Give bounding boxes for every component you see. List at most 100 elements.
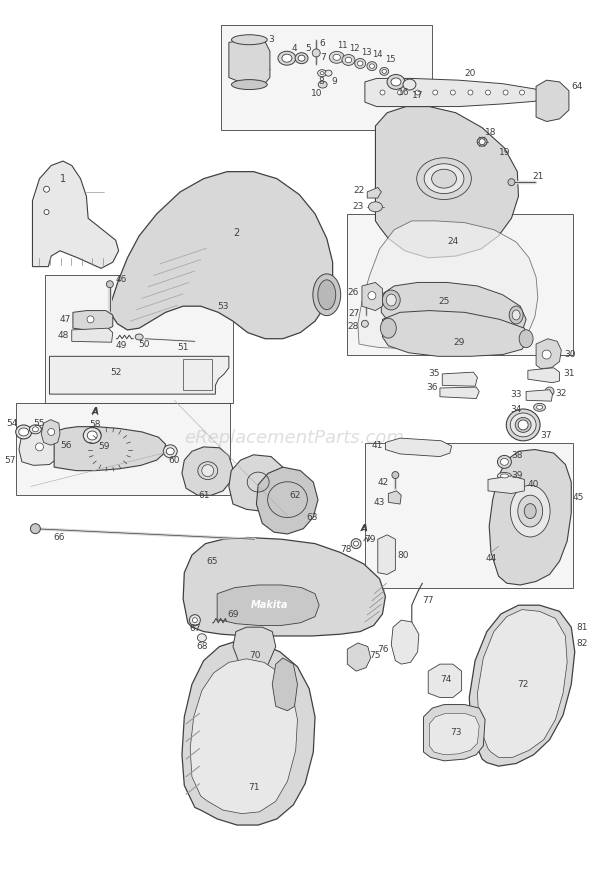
Text: 44: 44 bbox=[486, 554, 497, 563]
Circle shape bbox=[362, 320, 368, 327]
Polygon shape bbox=[442, 373, 477, 386]
Circle shape bbox=[106, 281, 113, 288]
Text: 16: 16 bbox=[398, 88, 409, 97]
Polygon shape bbox=[388, 491, 401, 504]
Circle shape bbox=[479, 139, 485, 145]
Circle shape bbox=[44, 186, 50, 192]
Polygon shape bbox=[233, 627, 276, 671]
Polygon shape bbox=[32, 161, 119, 268]
Text: 45: 45 bbox=[573, 493, 584, 502]
Ellipse shape bbox=[367, 62, 377, 71]
Text: 3: 3 bbox=[268, 35, 274, 44]
Polygon shape bbox=[183, 537, 385, 636]
Text: 56: 56 bbox=[60, 441, 71, 450]
Polygon shape bbox=[526, 389, 552, 401]
Text: 52: 52 bbox=[110, 367, 122, 377]
Ellipse shape bbox=[320, 72, 324, 74]
Text: 38: 38 bbox=[512, 451, 523, 460]
Text: 11: 11 bbox=[337, 42, 348, 50]
Polygon shape bbox=[477, 610, 567, 758]
Ellipse shape bbox=[424, 164, 464, 194]
Circle shape bbox=[44, 210, 49, 214]
Polygon shape bbox=[536, 339, 561, 369]
Text: 76: 76 bbox=[377, 644, 388, 654]
Text: 68: 68 bbox=[196, 642, 208, 651]
Polygon shape bbox=[72, 328, 113, 342]
Text: 29: 29 bbox=[453, 338, 464, 347]
Ellipse shape bbox=[325, 70, 332, 76]
Ellipse shape bbox=[519, 330, 533, 348]
Circle shape bbox=[520, 90, 525, 95]
Polygon shape bbox=[41, 419, 60, 445]
Polygon shape bbox=[348, 643, 371, 671]
Polygon shape bbox=[217, 585, 319, 626]
Text: 15: 15 bbox=[385, 56, 395, 65]
Ellipse shape bbox=[506, 409, 540, 441]
Ellipse shape bbox=[500, 474, 509, 478]
Ellipse shape bbox=[497, 473, 512, 480]
Circle shape bbox=[353, 541, 359, 546]
Ellipse shape bbox=[533, 404, 546, 412]
Ellipse shape bbox=[358, 61, 363, 66]
Text: eReplacementParts.com: eReplacementParts.com bbox=[185, 429, 405, 447]
Polygon shape bbox=[489, 450, 571, 585]
Circle shape bbox=[368, 292, 376, 300]
Circle shape bbox=[189, 615, 201, 626]
Text: 55: 55 bbox=[34, 419, 45, 427]
Ellipse shape bbox=[166, 448, 174, 455]
Ellipse shape bbox=[381, 319, 396, 338]
Bar bbox=[183, 359, 212, 389]
Polygon shape bbox=[19, 427, 61, 466]
Text: A: A bbox=[91, 407, 99, 416]
Polygon shape bbox=[536, 81, 569, 121]
Text: 71: 71 bbox=[248, 782, 259, 792]
Polygon shape bbox=[190, 658, 297, 813]
Circle shape bbox=[398, 90, 402, 95]
Text: 19: 19 bbox=[499, 148, 510, 157]
Text: 35: 35 bbox=[428, 369, 440, 379]
Text: 53: 53 bbox=[217, 302, 229, 311]
Text: 61: 61 bbox=[198, 491, 209, 500]
Text: 40: 40 bbox=[528, 481, 539, 489]
Ellipse shape bbox=[278, 51, 296, 65]
Circle shape bbox=[545, 387, 554, 396]
Circle shape bbox=[87, 316, 94, 323]
Polygon shape bbox=[528, 368, 559, 382]
Text: 50: 50 bbox=[138, 340, 150, 349]
Ellipse shape bbox=[380, 67, 389, 75]
Ellipse shape bbox=[500, 458, 509, 466]
Text: 46: 46 bbox=[116, 275, 127, 284]
Text: 57: 57 bbox=[5, 456, 16, 465]
Ellipse shape bbox=[231, 80, 267, 89]
Text: 49: 49 bbox=[116, 342, 127, 350]
Text: 51: 51 bbox=[178, 343, 189, 352]
Polygon shape bbox=[229, 455, 287, 512]
Polygon shape bbox=[362, 282, 382, 311]
Text: 74: 74 bbox=[440, 675, 451, 684]
Circle shape bbox=[486, 90, 490, 95]
Ellipse shape bbox=[369, 64, 375, 68]
Ellipse shape bbox=[345, 58, 352, 63]
Ellipse shape bbox=[318, 280, 336, 310]
Text: 77: 77 bbox=[422, 596, 434, 605]
Polygon shape bbox=[385, 438, 452, 457]
Text: 33: 33 bbox=[510, 389, 522, 398]
Text: 36: 36 bbox=[427, 383, 438, 392]
Text: 81: 81 bbox=[576, 623, 588, 632]
Text: 20: 20 bbox=[465, 69, 476, 78]
Ellipse shape bbox=[509, 306, 523, 324]
Ellipse shape bbox=[163, 445, 177, 458]
Text: 78: 78 bbox=[340, 545, 352, 554]
Ellipse shape bbox=[282, 54, 292, 62]
Polygon shape bbox=[257, 467, 318, 534]
Ellipse shape bbox=[386, 294, 396, 306]
Polygon shape bbox=[381, 282, 526, 342]
Text: 41: 41 bbox=[371, 441, 382, 450]
Polygon shape bbox=[424, 704, 485, 761]
Polygon shape bbox=[272, 658, 297, 711]
Text: 43: 43 bbox=[374, 497, 385, 507]
Text: 8: 8 bbox=[318, 77, 324, 86]
Polygon shape bbox=[428, 664, 461, 697]
Polygon shape bbox=[382, 311, 529, 357]
Text: 80: 80 bbox=[398, 550, 409, 559]
